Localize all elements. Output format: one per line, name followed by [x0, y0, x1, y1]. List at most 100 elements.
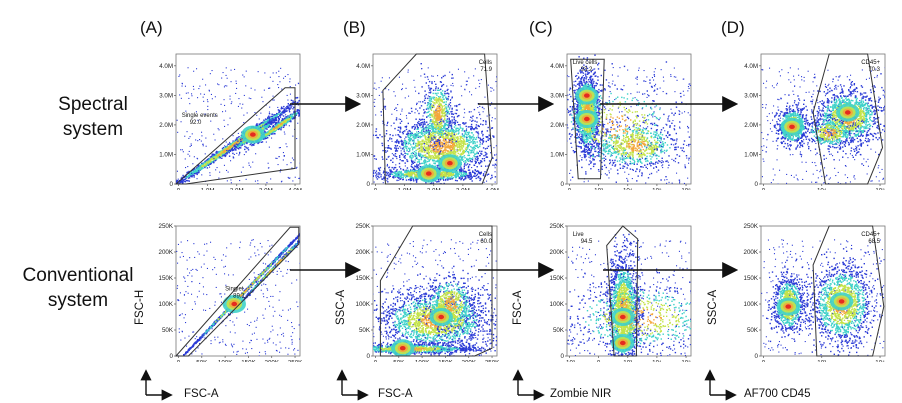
y-tick-label: 100K	[159, 301, 174, 308]
y-tick-label: 200K	[744, 249, 759, 256]
gate-value: 71.9	[480, 67, 492, 73]
x-tick-label: 0	[177, 188, 181, 191]
density-core	[231, 301, 238, 307]
gate-label: CD45+	[861, 60, 880, 66]
y-tick-label: 250K	[356, 223, 371, 230]
gate-label: Singlet	[225, 287, 244, 293]
y-tick-label: 3.0M	[159, 92, 173, 99]
y-tick-label: 200K	[550, 249, 565, 256]
y-tick-label: 150K	[550, 275, 565, 282]
y-axis-title-d: SSC-A	[707, 290, 719, 325]
density-plot: CD45+68.5 0 50K 100K 150K 200K 250K 0 10³ 10⁴	[744, 223, 886, 363]
x-tick-label: 10⁴	[623, 188, 633, 191]
x-tick-label: 10³	[623, 360, 632, 363]
gate-value: 70.3	[868, 67, 880, 73]
y-tick-label: 3.0M	[356, 92, 370, 99]
gate-value: 93.2	[581, 67, 593, 73]
gate-label: Cells	[479, 60, 492, 66]
x-tick-label: 2.0M	[427, 188, 441, 191]
x-tick-label: 10⁵	[681, 360, 691, 363]
x-tick-label: 50K	[393, 360, 405, 363]
y-tick-label: 2.0M	[550, 122, 564, 129]
gate-value: 60.0	[480, 239, 492, 245]
gate-polygon	[379, 225, 493, 357]
y-tick-label: 250K	[550, 223, 565, 230]
y-tick-label: 150K	[159, 275, 174, 282]
y-axis-title-c: FSC-A	[512, 291, 524, 326]
x-tick-label: 0	[177, 360, 181, 363]
density-points	[761, 67, 885, 184]
density-core	[785, 304, 792, 309]
gate-polygon	[812, 53, 884, 185]
y-tick-label: 250K	[159, 223, 174, 230]
y-tick-label: 4.0M	[356, 63, 370, 70]
density-core	[619, 340, 626, 346]
x-tick-label: 0	[762, 360, 766, 363]
gate-label: Live	[573, 232, 585, 238]
gate-value: 92.0	[190, 120, 202, 126]
x-axis-title-b: FSC-A	[378, 388, 413, 400]
gate-value: 94.5	[581, 239, 593, 245]
y-tick-label: 1.0M	[550, 151, 564, 158]
gate-polygon	[174, 87, 296, 185]
x-tick-label: 0	[568, 188, 572, 191]
plot-c-conventional: Live94.5050K100K150K200K250K-10³010³10⁴1…	[533, 222, 695, 362]
y-axis-title-b: SSC-A	[335, 290, 347, 325]
y-tick-label: 3.0M	[744, 92, 758, 99]
y-tick-label: 4.0M	[550, 63, 564, 70]
panel-letter-d: (D)	[721, 18, 745, 38]
y-tick-label: 2.0M	[744, 122, 758, 129]
gate-polygon	[570, 58, 605, 180]
panel-letter-c: (C)	[529, 18, 553, 38]
x-tick-label: 150K	[438, 360, 453, 363]
x-tick-label: 2.0M	[230, 188, 244, 191]
plot-frame	[175, 225, 301, 357]
gate-value: 89.1	[233, 294, 245, 300]
density-core	[838, 299, 845, 304]
y-axis-title-a: FSC-H	[134, 290, 146, 325]
y-tick-label: 3.0M	[550, 92, 564, 99]
density-plot: CD45+70.3 0 1.0M 2.0M 3.0M 4.0M 0 10⁴ 10⁵	[744, 53, 886, 191]
x-tick-label: 10³	[817, 360, 826, 363]
gate-label: Cells	[479, 232, 492, 238]
x-tick-label: 10⁴	[817, 188, 827, 191]
y-tick-label: 4.0M	[744, 63, 758, 70]
y-tick-label: 1.0M	[744, 151, 758, 158]
axis-guide-a	[140, 369, 173, 401]
axis-guide-b	[336, 369, 369, 401]
y-tick-label: 0	[561, 181, 565, 188]
y-tick-label: 0	[170, 353, 174, 360]
density-points	[567, 230, 691, 356]
x-tick-label: 0	[762, 188, 766, 191]
x-tick-label: 200K	[265, 360, 280, 363]
y-tick-label: 50K	[553, 327, 565, 334]
y-tick-label: 150K	[744, 275, 759, 282]
density-core	[789, 124, 795, 129]
y-tick-label: 4.0M	[159, 63, 173, 70]
y-tick-label: 100K	[356, 301, 371, 308]
x-axis-title-a: FSC-A	[184, 388, 219, 400]
x-tick-label: 3.0M	[259, 188, 273, 191]
x-tick-label: 4.0M	[485, 188, 499, 191]
x-tick-label: 0	[374, 360, 378, 363]
y-tick-label: 200K	[356, 249, 371, 256]
density-points	[176, 67, 300, 184]
gate-value: 68.5	[868, 239, 880, 245]
x-tick-label: 1.0M	[201, 188, 215, 191]
y-tick-label: 1.0M	[159, 151, 173, 158]
gate-label: Single events	[182, 113, 218, 119]
x-tick-label: 100K	[415, 360, 430, 363]
panel-letter-b: (B)	[343, 18, 366, 38]
x-tick-label: 150K	[241, 360, 256, 363]
density-core	[583, 93, 590, 98]
plot-d-conventional: CD45+68.5 0 50K 100K 150K 200K 250K 0 10³ 10⁴	[727, 222, 889, 362]
y-tick-label: 2.0M	[356, 122, 370, 129]
plot-frame	[566, 53, 692, 185]
